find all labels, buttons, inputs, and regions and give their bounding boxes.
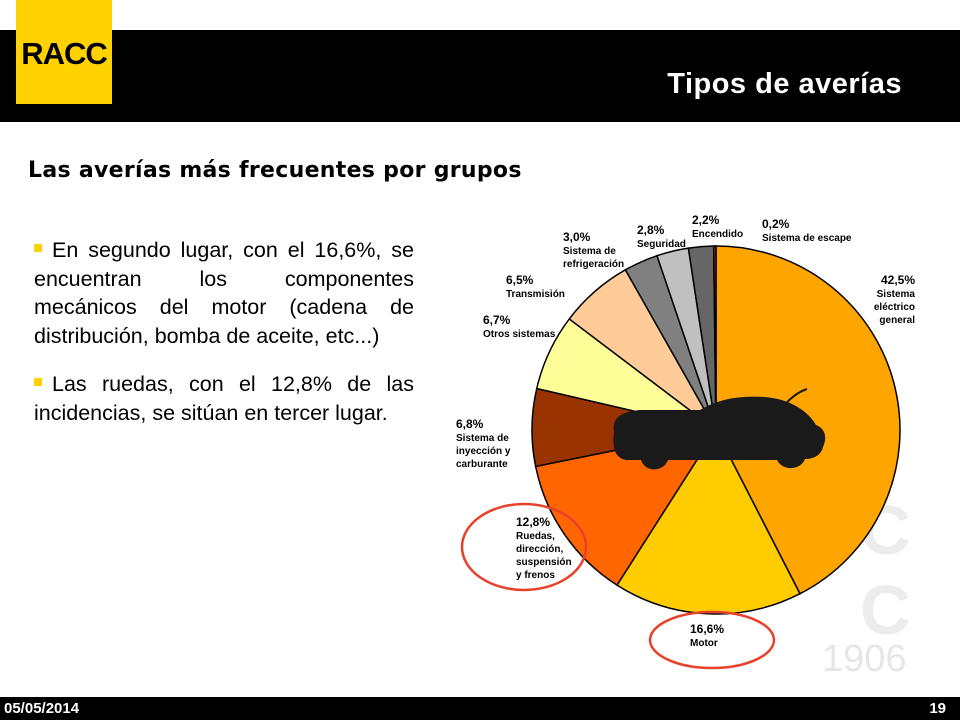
bullet-text: En segundo lugar, con el 16,6%, se encue…	[34, 238, 414, 348]
car-silhouette-icon	[613, 396, 826, 470]
slice-category-label: suspensión	[516, 557, 572, 568]
slice-category-label: Sistema de	[563, 246, 616, 257]
slice-category-label: Seguridad	[637, 239, 686, 250]
racc-logo: RACC	[16, 0, 112, 104]
slice-category-label: general	[879, 315, 915, 326]
footer-bar: 05/05/2014 19	[0, 697, 960, 720]
slice-category-label: Otros sistemas	[483, 329, 556, 340]
bullet-item: En segundo lugar, con el 16,6%, se encue…	[34, 236, 414, 350]
car-antenna-icon	[781, 388, 808, 409]
slice-percent-label: 12,8%	[516, 515, 550, 529]
bullet-text: Las ruedas, con el 12,8% de las incidenc…	[34, 372, 414, 425]
slice-category-label: Sistema	[877, 289, 916, 300]
slice-percent-label: 16,6%	[690, 622, 724, 636]
logo-text: RACC	[21, 36, 108, 71]
slice-percent-label: 6,7%	[483, 313, 511, 327]
slice-category-label: Encendido	[692, 229, 743, 240]
slice-percent-label: 6,5%	[506, 273, 534, 287]
slide-title: Tipos de averías	[667, 68, 902, 100]
watermark-shape: C	[860, 571, 911, 649]
pie-slice	[615, 428, 801, 615]
slice-category-label: Transmisión	[506, 289, 565, 300]
footer-date: 05/05/2014	[4, 700, 80, 717]
slice-percent-label: 6,8%	[456, 417, 484, 431]
slice-category-label: y frenos	[516, 570, 555, 581]
bullet-square-icon	[34, 244, 42, 253]
header-bar	[0, 30, 960, 122]
slice-percent-label: 3,0%	[563, 230, 591, 244]
slice-category-label: carburante	[456, 459, 508, 470]
slice-category-label: dirección,	[516, 544, 563, 555]
bullet-square-icon	[34, 378, 42, 387]
slice-percent-label: 0,2%	[762, 217, 790, 231]
slice-category-label: Sistema de	[456, 433, 509, 444]
slice-category-label: Motor	[690, 638, 718, 649]
pie-slice	[712, 245, 717, 431]
slice-percent-label: 2,2%	[692, 213, 720, 227]
bullet-list: En segundo lugar, con el 16,6%, se encue…	[34, 236, 414, 447]
slice-percent-label: 42,5%	[881, 273, 915, 287]
slice-category-label: refrigeración	[563, 259, 624, 270]
watermark-year: 1906	[822, 638, 907, 680]
slice-category-label: eléctrico	[874, 302, 915, 313]
section-subtitle: Las averías más frecuentes por grupos	[28, 158, 522, 183]
slice-percent-label: 2,8%	[637, 223, 665, 237]
slice-category-label: Ruedas,	[516, 531, 555, 542]
highlight-circle	[460, 502, 588, 592]
highlight-circle	[648, 610, 776, 670]
pie-slice	[534, 428, 718, 587]
page-number: 19	[929, 700, 946, 717]
bullet-item: Las ruedas, con el 12,8% de las incidenc…	[34, 370, 414, 427]
slice-category-label: Sistema de escape	[762, 233, 852, 244]
slice-category-label: inyección y	[456, 446, 511, 457]
